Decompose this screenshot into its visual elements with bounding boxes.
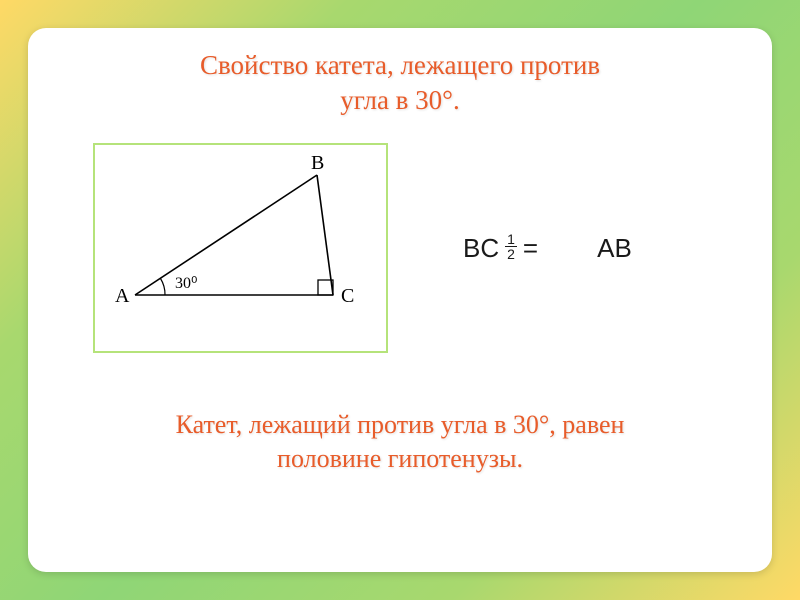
formula-eq: = xyxy=(523,233,538,264)
formula-fraction: 1 2 xyxy=(505,232,517,261)
triangle-diagram: A B C 30⁰ xyxy=(93,143,388,353)
angle-30-label: 30⁰ xyxy=(175,273,197,293)
fraction-numerator: 1 xyxy=(505,232,517,246)
title-line-1: Свойство катета, лежащего против xyxy=(200,50,600,80)
slide-inner-panel: Свойство катета, лежащего против угла в … xyxy=(28,28,772,572)
theorem-line-1: Катет, лежащий против угла в 30°, равен xyxy=(176,410,625,439)
vertex-label-A: A xyxy=(115,285,129,308)
formula: BC 1 2 = AB xyxy=(463,233,632,264)
theorem-statement: Катет, лежащий против угла в 30°, равен … xyxy=(58,408,742,476)
vertex-label-C: C xyxy=(341,285,354,308)
formula-lhs: BC xyxy=(463,233,499,264)
triangle-svg xyxy=(95,145,390,355)
slide-outer-frame: Свойство катета, лежащего против угла в … xyxy=(0,0,800,600)
theorem-line-2: половине гипотенузы. xyxy=(277,444,523,473)
vertex-label-B: B xyxy=(311,152,324,175)
fraction-denominator: 2 xyxy=(505,247,517,261)
slide-title: Свойство катета, лежащего против угла в … xyxy=(58,48,742,118)
title-line-2: угла в 30°. xyxy=(340,85,459,115)
content-row: A B C 30⁰ BC 1 2 = AB xyxy=(93,143,742,353)
formula-rhs: AB xyxy=(597,233,632,264)
